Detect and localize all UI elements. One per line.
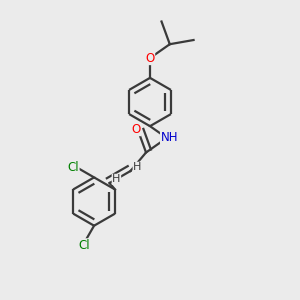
Text: NH: NH xyxy=(160,130,178,143)
Text: H: H xyxy=(133,162,142,172)
Text: H: H xyxy=(112,174,121,184)
Text: O: O xyxy=(131,123,141,136)
Text: Cl: Cl xyxy=(68,160,79,174)
Text: O: O xyxy=(146,52,154,64)
Text: Cl: Cl xyxy=(78,239,90,252)
